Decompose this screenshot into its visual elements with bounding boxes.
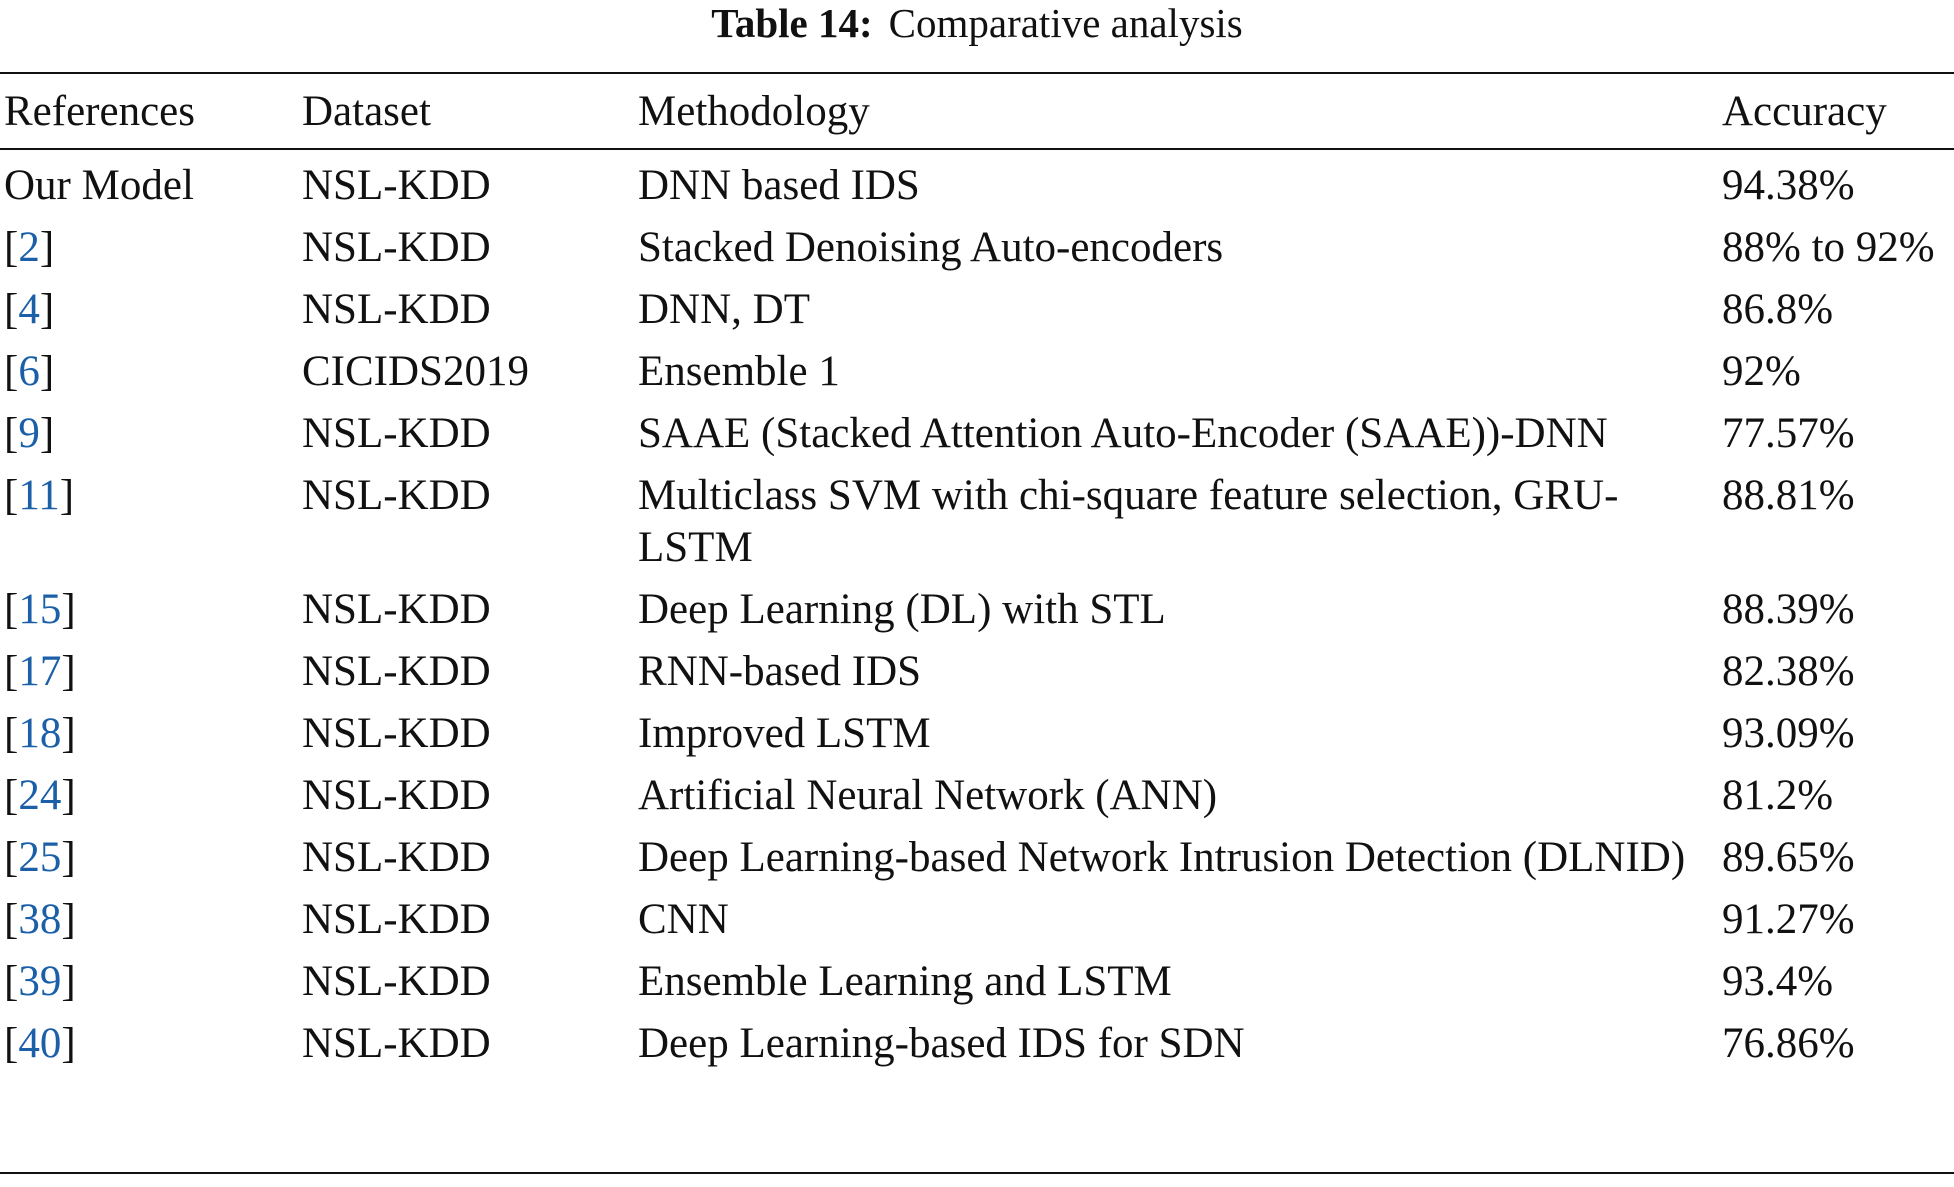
- citation-link[interactable]: 4: [18, 286, 40, 333]
- cell-methodology: SAAE (Stacked Attention Auto-Encoder (SA…: [638, 410, 1608, 457]
- table-row: [24] NSL-KDD Artificial Neural Network (AN…: [0, 770, 1954, 832]
- citation-link[interactable]: 2: [18, 224, 40, 271]
- cell-reference: [38]: [4, 896, 76, 943]
- cell-accuracy: 81.2%: [1722, 772, 1834, 819]
- cell-accuracy: 93.09%: [1722, 710, 1855, 757]
- cell-accuracy: 94.38%: [1722, 162, 1855, 209]
- cell-accuracy: 89.65%: [1722, 834, 1855, 881]
- header-references: References: [4, 88, 195, 135]
- header-accuracy: Accuracy: [1722, 88, 1887, 135]
- cell-dataset: NSL-KDD: [302, 224, 491, 271]
- table-row: [39] NSL-KDD Ensemble Learning and LSTM 93.…: [0, 956, 1954, 1018]
- table-row: [17] NSL-KDD RNN-based IDS 82.38%: [0, 646, 1954, 708]
- cell-methodology: Ensemble Learning and LSTM: [638, 958, 1172, 1005]
- cell-accuracy: 88.39%: [1722, 586, 1855, 633]
- cell-reference: [4]: [4, 286, 55, 333]
- citation-link[interactable]: 25: [18, 834, 62, 881]
- cell-reference: [15]: [4, 586, 76, 633]
- cell-dataset: NSL-KDD: [302, 1020, 491, 1067]
- citation-link[interactable]: 15: [18, 586, 62, 633]
- citation-link[interactable]: 39: [18, 958, 62, 1005]
- cell-dataset: NSL-KDD: [302, 834, 491, 881]
- cell-dataset: NSL-KDD: [302, 958, 491, 1005]
- table-row: [18] NSL-KDD Improved LSTM 93.09%: [0, 708, 1954, 770]
- cell-dataset: NSL-KDD: [302, 286, 491, 333]
- header-row: References Dataset Methodology Accuracy: [0, 80, 1954, 148]
- cell-dataset: CICIDS2019: [302, 348, 529, 395]
- cell-dataset: NSL-KDD: [302, 648, 491, 695]
- cell-accuracy: 91.27%: [1722, 896, 1855, 943]
- table-row: [9] NSL-KDD SAAE (Stacked Attention Auto-E…: [0, 408, 1954, 470]
- cell-accuracy: 92%: [1722, 348, 1801, 395]
- citation-link[interactable]: 40: [18, 1020, 62, 1067]
- cell-methodology: Improved LSTM: [638, 710, 931, 757]
- cell-methodology: Multiclass SVM with chi-square feature s…: [638, 472, 1619, 571]
- cell-methodology: Stacked Denoising Auto-encoders: [638, 224, 1224, 271]
- cell-reference: [39]: [4, 958, 76, 1005]
- table-row: [25] NSL-KDD Deep Learning-based Network I…: [0, 832, 1954, 894]
- table-number: Table 14:: [711, 0, 873, 46]
- header-methodology: Methodology: [638, 88, 870, 135]
- cell-methodology: Deep Learning-based Network Intrusion De…: [638, 834, 1686, 881]
- cell-reference: [11]: [4, 472, 75, 519]
- citation-link[interactable]: 18: [18, 710, 62, 757]
- citation-link[interactable]: 11: [18, 472, 60, 519]
- cell-dataset: NSL-KDD: [302, 710, 491, 757]
- cell-methodology: Artificial Neural Network (ANN): [638, 772, 1218, 819]
- citation-link[interactable]: 17: [18, 648, 62, 695]
- table-row: [15] NSL-KDD Deep Learning (DL) with STL 88…: [0, 584, 1954, 646]
- table-title: Comparative analysis: [888, 0, 1243, 46]
- citation-link[interactable]: 9: [18, 410, 40, 457]
- cell-reference: [2]: [4, 224, 55, 271]
- cell-dataset: NSL-KDD: [302, 772, 491, 819]
- cell-accuracy: 86.8%: [1722, 286, 1834, 333]
- cell-methodology: Deep Learning (DL) with STL: [638, 586, 1166, 633]
- header-dataset: Dataset: [302, 88, 431, 135]
- cell-methodology: RNN-based IDS: [638, 648, 922, 695]
- cell-accuracy: 82.38%: [1722, 648, 1855, 695]
- cell-dataset: NSL-KDD: [302, 472, 491, 519]
- cell-accuracy: 93.4%: [1722, 958, 1834, 1005]
- cell-accuracy: 77.57%: [1722, 410, 1855, 457]
- cell-dataset: NSL-KDD: [302, 586, 491, 633]
- cell-dataset: NSL-KDD: [302, 162, 491, 209]
- table-row: [40] NSL-KDD Deep Learning-based IDS for S…: [0, 1018, 1954, 1080]
- citation-link[interactable]: 6: [18, 348, 40, 395]
- cell-accuracy: 76.86%: [1722, 1020, 1855, 1067]
- table-body: Our Model NSL-KDD DNN based IDS 94.38% [2] NS…: [0, 148, 1954, 1080]
- cell-methodology: DNN based IDS: [638, 162, 920, 209]
- table-row: [4] NSL-KDD DNN, DT 86.8%: [0, 284, 1954, 346]
- table-row: [6] CICIDS2019 Ensemble 1 92%: [0, 346, 1954, 408]
- top-rule: [0, 72, 1954, 74]
- comparative-analysis-table: References Dataset Methodology Accuracy …: [0, 80, 1954, 1080]
- cell-methodology: DNN, DT: [638, 286, 810, 333]
- cell-reference: [40]: [4, 1020, 76, 1067]
- bottom-rule: [0, 1172, 1954, 1174]
- table-row: [11] NSL-KDD Multiclass SVM with chi-squar…: [0, 470, 1954, 584]
- header-rule: [0, 148, 1954, 150]
- cell-methodology: CNN: [638, 896, 729, 943]
- cell-accuracy: 88.81%: [1722, 472, 1855, 519]
- cell-reference: [17]: [4, 648, 76, 695]
- cell-reference: [9]: [4, 410, 55, 457]
- cell-methodology: Ensemble 1: [638, 348, 840, 395]
- cell-dataset: NSL-KDD: [302, 896, 491, 943]
- cell-methodology: Deep Learning-based IDS for SDN: [638, 1020, 1245, 1067]
- cell-reference: [24]: [4, 772, 76, 819]
- cell-reference: [6]: [4, 348, 55, 395]
- table-row: [38] NSL-KDD CNN 91.27%: [0, 894, 1954, 956]
- cell-reference: [25]: [4, 834, 76, 881]
- cell-accuracy: 88% to 92%: [1722, 224, 1935, 271]
- cell-reference: Our Model: [4, 162, 194, 209]
- table-row: [2] NSL-KDD Stacked Denoising Auto-encoder…: [0, 222, 1954, 284]
- citation-link[interactable]: 24: [18, 772, 62, 819]
- table-caption: Table 14: Comparative analysis: [0, 0, 1954, 48]
- citation-link[interactable]: 38: [18, 896, 62, 943]
- cell-dataset: NSL-KDD: [302, 410, 491, 457]
- table-row: Our Model NSL-KDD DNN based IDS 94.38%: [0, 148, 1954, 222]
- cell-reference: [18]: [4, 710, 76, 757]
